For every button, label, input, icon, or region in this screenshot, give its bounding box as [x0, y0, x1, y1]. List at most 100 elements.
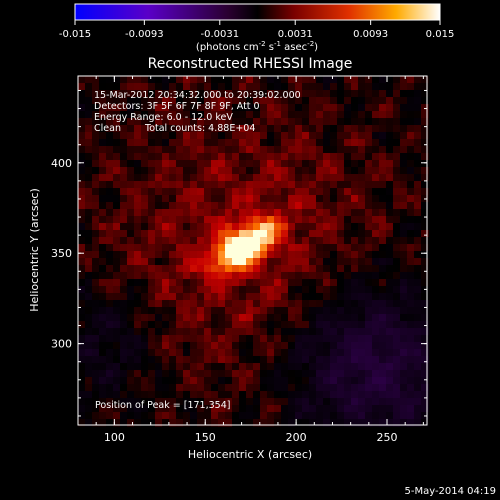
- heatmap-cell: [190, 300, 198, 308]
- heatmap-cell: [99, 286, 107, 294]
- heatmap-cell: [393, 342, 401, 350]
- heatmap-cell: [288, 209, 296, 217]
- heatmap-cell: [239, 286, 247, 294]
- heatmap-cell: [400, 314, 408, 322]
- heatmap-cell: [302, 405, 310, 413]
- heatmap-cell: [309, 188, 317, 196]
- heatmap-cell: [407, 160, 415, 168]
- heatmap-cell: [148, 286, 156, 294]
- heatmap-cell: [302, 307, 310, 315]
- heatmap-cell: [421, 104, 429, 112]
- heatmap-cell: [267, 167, 275, 175]
- heatmap-cell: [372, 230, 380, 238]
- heatmap-cell: [260, 167, 268, 175]
- heatmap-cell: [400, 202, 408, 210]
- heatmap-cell: [414, 216, 422, 224]
- heatmap-cell: [407, 97, 415, 105]
- heatmap-cell: [183, 230, 191, 238]
- heatmap-cell: [323, 335, 331, 343]
- heatmap-cell: [393, 83, 401, 91]
- heatmap-cell: [239, 237, 247, 245]
- heatmap-cell: [246, 244, 254, 252]
- heatmap-cell: [288, 279, 296, 287]
- heatmap-cell: [414, 335, 422, 343]
- heatmap-cell: [393, 174, 401, 182]
- heatmap-cell: [309, 90, 317, 98]
- heatmap-cell: [141, 349, 149, 357]
- heatmap-cell: [260, 244, 268, 252]
- heatmap-cell: [183, 314, 191, 322]
- heatmap-cell: [400, 146, 408, 154]
- heatmap-cell: [323, 307, 331, 315]
- heatmap-cell: [302, 391, 310, 399]
- heatmap-cell: [267, 111, 275, 119]
- heatmap-cell: [148, 202, 156, 210]
- heatmap-cell: [323, 279, 331, 287]
- heatmap-cell: [337, 216, 345, 224]
- heatmap-cell: [141, 139, 149, 147]
- heatmap-cell: [365, 202, 373, 210]
- heatmap-cell: [330, 153, 338, 161]
- heatmap-cell: [106, 293, 114, 301]
- heatmap-cell: [218, 342, 226, 350]
- heatmap-cell: [232, 160, 240, 168]
- heatmap-cell: [183, 202, 191, 210]
- heatmap-cell: [78, 398, 86, 406]
- heatmap-cell: [225, 223, 233, 231]
- heatmap-cell: [372, 251, 380, 259]
- heatmap-cell: [85, 370, 93, 378]
- annotation-detectors: Detectors: 3F 5F 6F 7F 8F 9F, Att 0: [94, 101, 260, 112]
- heatmap-cell: [183, 97, 191, 105]
- colorbar: [74, 3, 441, 21]
- heatmap-cell: [148, 139, 156, 147]
- heatmap-cell: [169, 237, 177, 245]
- heatmap-cell: [106, 279, 114, 287]
- heatmap-cell: [141, 300, 149, 308]
- heatmap-cell: [337, 300, 345, 308]
- heatmap-cell: [134, 97, 142, 105]
- heatmap-cell: [134, 181, 142, 189]
- heatmap-cell: [421, 216, 429, 224]
- heatmap-cell: [106, 391, 114, 399]
- heatmap-cell: [176, 153, 184, 161]
- heatmap-cell: [274, 363, 282, 371]
- heatmap-cell: [421, 321, 429, 329]
- heatmap-cell: [407, 391, 415, 399]
- heatmap-cell: [302, 335, 310, 343]
- heatmap-cell: [134, 342, 142, 350]
- heatmap-cell: [330, 83, 338, 91]
- heatmap-cell: [295, 405, 303, 413]
- heatmap-cell: [351, 118, 359, 126]
- heatmap-cell: [295, 111, 303, 119]
- heatmap-cell: [106, 167, 114, 175]
- heatmap-cell: [288, 398, 296, 406]
- heatmap-cell: [267, 370, 275, 378]
- heatmap-cell: [204, 195, 212, 203]
- heatmap-cell: [344, 265, 352, 273]
- heatmap-cell: [78, 251, 86, 259]
- heatmap-cell: [421, 181, 429, 189]
- heatmap-cell: [323, 405, 331, 413]
- heatmap-cell: [386, 349, 394, 357]
- heatmap-cell: [274, 181, 282, 189]
- heatmap-cell: [176, 188, 184, 196]
- heatmap-cell: [85, 328, 93, 336]
- heatmap-cell: [92, 384, 100, 392]
- heatmap-cell: [211, 300, 219, 308]
- heatmap-cell: [414, 76, 422, 84]
- heatmap-cell: [246, 412, 254, 420]
- heatmap-cell: [92, 167, 100, 175]
- heatmap-cell: [260, 139, 268, 147]
- heatmap-cell: [169, 195, 177, 203]
- heatmap-cell: [407, 342, 415, 350]
- heatmap-cell: [386, 370, 394, 378]
- heatmap-cell: [162, 272, 170, 280]
- heatmap-cell: [330, 321, 338, 329]
- heatmap-cell: [323, 265, 331, 273]
- heatmap-cell: [162, 321, 170, 329]
- heatmap-cell: [78, 342, 86, 350]
- heatmap-cell: [295, 132, 303, 140]
- heatmap-cell: [113, 398, 121, 406]
- heatmap-cell: [295, 412, 303, 420]
- heatmap-cell: [421, 153, 429, 161]
